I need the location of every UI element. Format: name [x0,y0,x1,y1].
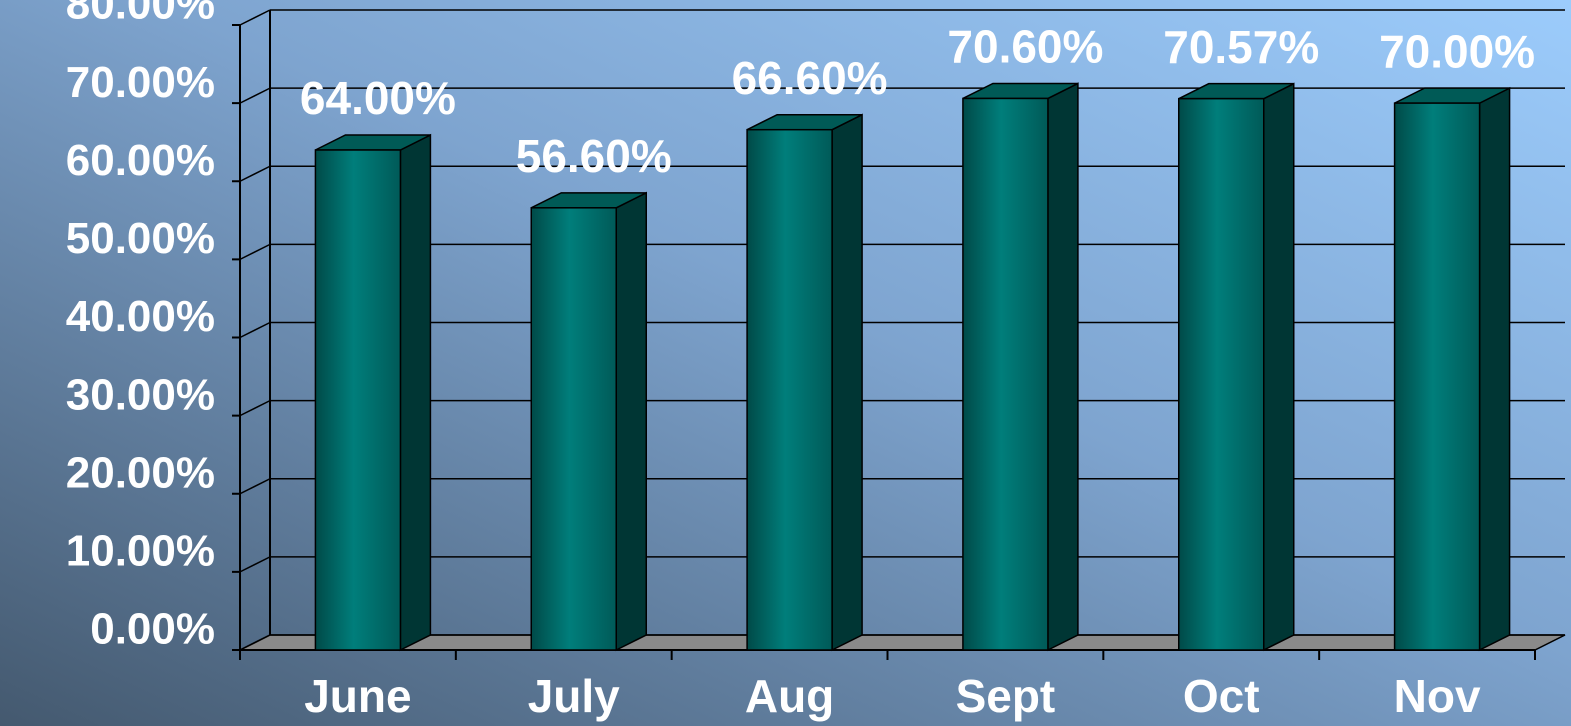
floor [239,634,1566,651]
grid-line [239,556,271,573]
x-tick-label: June [304,670,411,722]
grid-line [239,321,271,339]
grid-line [239,243,271,261]
y-tick-label: 40.00% [66,292,215,341]
grid-line [239,9,271,26]
y-tick-label: 20.00% [66,448,215,497]
x-tick-label: Nov [1394,670,1481,722]
bar [314,149,402,651]
y-tick-label: 80.00% [66,0,215,29]
bar-side [399,133,432,652]
bar-side [1263,82,1295,652]
x-tick-label: Oct [1183,670,1260,722]
bar [1178,97,1265,651]
x-tick-label: Sept [956,670,1056,722]
y-tick-label: 60.00% [66,136,215,185]
x-tick-label: July [528,670,620,722]
y-tick-label: 0.00% [90,605,215,654]
bar [746,128,833,651]
x-tick-label: Aug [745,670,834,722]
grid-line [239,399,271,417]
y-tick-label: 30.00% [66,370,215,419]
bar [962,97,1049,651]
value-label: 56.60% [516,130,672,182]
value-label: 70.60% [947,21,1103,73]
grid-line [239,478,271,495]
bar-side [615,191,647,652]
value-label: 66.60% [732,52,888,104]
grid-line [239,165,271,182]
bar [530,207,617,651]
value-label: 64.00% [300,72,456,124]
y-tick-label: 10.00% [66,527,215,576]
y-tick-label: 70.00% [66,58,215,107]
bar-side [1478,86,1511,652]
y-tick-label: 50.00% [66,214,215,263]
grid-line [239,634,271,651]
value-label: 70.57% [1163,21,1319,73]
value-label: 70.00% [1379,25,1535,77]
grid-line [239,87,271,104]
bar [1393,102,1481,651]
bar-side [831,113,863,652]
bar-side [1047,82,1079,652]
